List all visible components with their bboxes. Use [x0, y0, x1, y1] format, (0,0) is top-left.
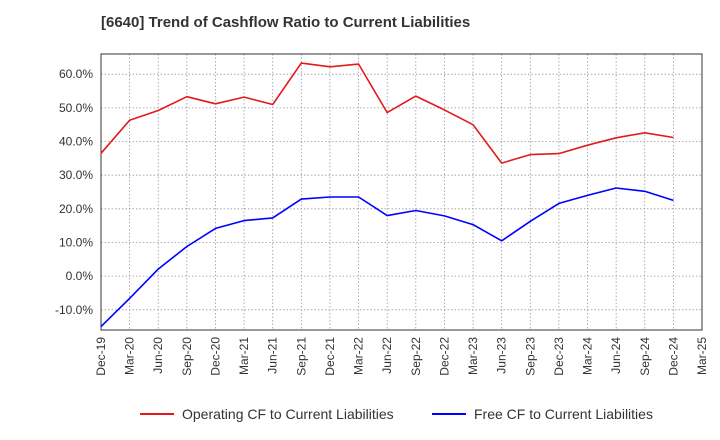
x-tick-label: Dec-20 [208, 337, 222, 376]
y-tick-label: 40.0% [59, 135, 93, 149]
x-tick-label: Mar-24 [581, 337, 595, 375]
legend-label-free-cf: Free CF to Current Liabilities [474, 406, 653, 422]
x-tick-label: Jun-24 [609, 337, 623, 374]
x-tick-label: Sep-24 [638, 337, 652, 376]
legend: Operating CF to Current Liabilities Free … [140, 406, 653, 422]
y-tick-label: -10.0% [55, 303, 93, 317]
x-tick-label: Mar-21 [237, 337, 251, 375]
x-tick-label: Sep-22 [409, 337, 423, 376]
axes [100, 53, 703, 331]
x-tick-label: Jun-20 [151, 337, 165, 374]
series-lines [100, 62, 674, 328]
x-tick-label: Dec-19 [94, 337, 108, 376]
x-tick-label: Sep-20 [180, 337, 194, 376]
y-tick-label: 0.0% [66, 269, 94, 283]
x-tick-label: Dec-22 [437, 337, 451, 376]
y-tick-label: 60.0% [59, 67, 93, 81]
y-tick-label: 20.0% [59, 202, 93, 216]
x-tick-label: Dec-21 [323, 337, 337, 376]
y-tick-label: 50.0% [59, 101, 93, 115]
x-tick-label: Dec-23 [552, 337, 566, 376]
grid-lines [101, 54, 702, 330]
x-tick-label: Mar-20 [123, 337, 137, 375]
y-tick-label: 10.0% [59, 235, 93, 249]
x-tick-label: Mar-25 [695, 337, 709, 375]
x-tick-label: Jun-21 [266, 337, 280, 374]
x-tick-label: Jun-22 [380, 337, 394, 374]
legend-label-operating-cf: Operating CF to Current Liabilities [182, 406, 394, 422]
free-cf-line [100, 187, 674, 328]
x-tick-label: Sep-23 [523, 337, 537, 376]
x-tick-label: Mar-23 [466, 337, 480, 375]
operating-cf-line [100, 62, 674, 164]
chart-title: [6640] Trend of Cashflow Ratio to Curren… [101, 14, 471, 31]
x-tick-label: Jun-23 [495, 337, 509, 374]
x-tick-label: Sep-21 [294, 337, 308, 376]
x-axis-tick-labels: Dec-19 Mar-20 Jun-20 Sep-20 Dec-20 Mar-21 Jun-… [94, 337, 709, 376]
y-tick-label: 30.0% [59, 168, 93, 182]
x-tick-label: Dec-24 [666, 337, 680, 376]
x-tick-label: Mar-22 [352, 337, 366, 375]
y-axis-tick-labels: -10.0% 0.0% 10.0% 20.0% 30.0% 40.0% 50.0% 60.0% [55, 67, 93, 317]
plot-area-border [100, 53, 703, 331]
